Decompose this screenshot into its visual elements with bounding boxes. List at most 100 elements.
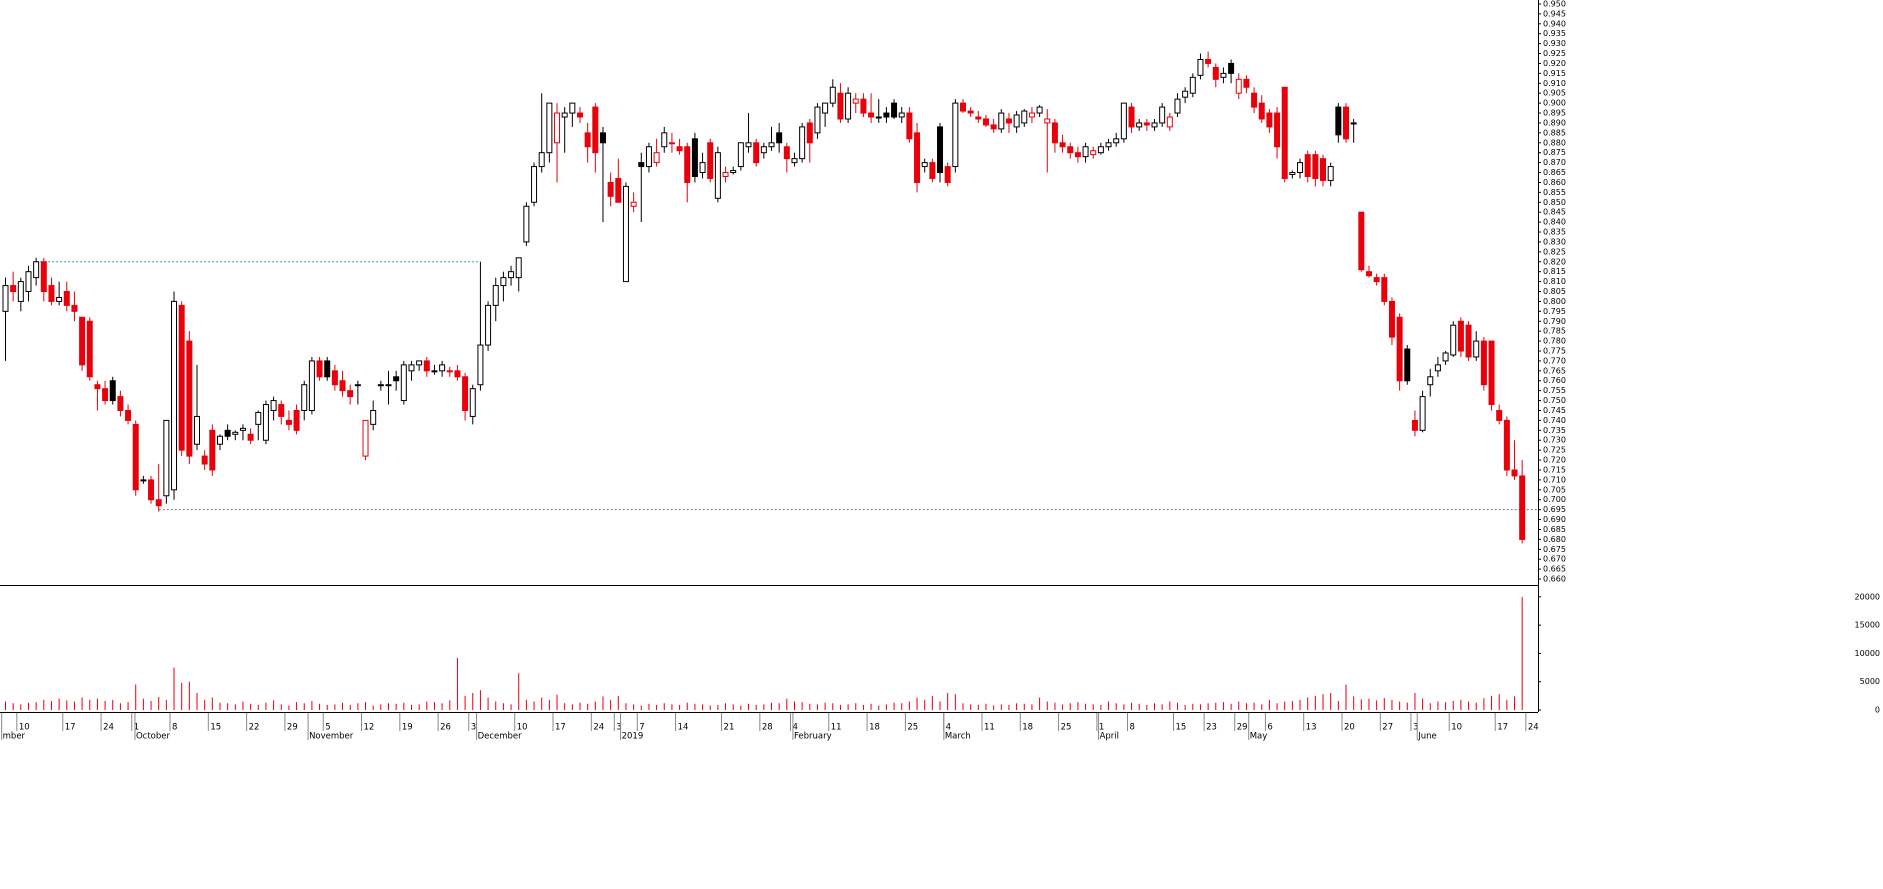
y-tick-label: 0.925 <box>1543 49 1566 58</box>
candle-body <box>1205 58 1212 64</box>
candle-body <box>937 126 944 174</box>
candle-body <box>1297 162 1304 174</box>
candle-body <box>416 360 423 366</box>
candle-body <box>1434 364 1441 372</box>
candle-body <box>868 112 875 118</box>
candle-body <box>1396 316 1403 382</box>
candle-body <box>1174 98 1181 114</box>
candle-body <box>875 116 882 119</box>
x-tick-label: 28 <box>762 723 773 733</box>
x-tick-label: 29 <box>287 723 298 733</box>
y-tick-label: 0.945 <box>1543 9 1566 18</box>
candle-body <box>17 281 24 302</box>
candle-body <box>569 102 576 114</box>
y-tick-label: 0.905 <box>1543 89 1566 98</box>
candle-body <box>630 201 637 207</box>
candle-body <box>1304 154 1311 177</box>
candle-body <box>1388 300 1395 338</box>
x-tick-label: 19 <box>402 723 413 733</box>
candle-body <box>845 92 852 120</box>
candle-body <box>56 296 63 302</box>
candle-body <box>247 433 254 441</box>
x-tick-label: 10 <box>517 723 528 733</box>
candle-body <box>178 304 185 451</box>
candle-body <box>1274 112 1281 148</box>
candle-body <box>768 142 775 148</box>
candle-body <box>1220 72 1227 78</box>
y-tick-label: 0.845 <box>1543 208 1566 217</box>
y-tick-label: 0.730 <box>1543 436 1566 445</box>
y-tick-label: 20000 <box>1855 592 1880 601</box>
candle-body <box>615 177 622 203</box>
candle-body <box>94 384 101 390</box>
y-tick-label: 0.930 <box>1543 39 1566 48</box>
y-tick-label: 0.885 <box>1543 128 1566 137</box>
candle-body <box>760 146 767 154</box>
x-tick-label: 1 <box>134 723 139 733</box>
candle-body <box>492 285 499 306</box>
candle-body <box>837 92 844 120</box>
x-tick-label: 3 <box>471 723 476 733</box>
candle-body <box>293 409 300 431</box>
x-tick-label: 24 <box>1528 723 1539 733</box>
y-tick-label: 0.935 <box>1543 29 1566 38</box>
candle-body <box>1067 146 1074 154</box>
candle-body <box>385 384 392 387</box>
x-tick-label: 3 <box>616 723 621 733</box>
y-tick-label: 0.775 <box>1543 347 1566 356</box>
x-tick-label: 21 <box>724 723 735 733</box>
y-tick-label: 0.835 <box>1543 228 1566 237</box>
candle-body <box>216 435 223 445</box>
candle-body <box>829 86 836 104</box>
x-tick-label: 8 <box>172 723 177 733</box>
y-tick-label: 0.725 <box>1543 446 1566 455</box>
candle-body <box>998 112 1005 130</box>
candle-body <box>944 166 951 183</box>
candle-body <box>814 106 821 134</box>
candle-body <box>599 132 606 144</box>
candle-body <box>554 112 561 144</box>
y-tick-label: 0.670 <box>1543 555 1566 564</box>
candle-body <box>1059 142 1066 148</box>
y-tick-label: 0.950 <box>1543 0 1566 8</box>
candle-body <box>1044 118 1051 124</box>
candle-body <box>699 162 706 174</box>
candle-body <box>668 142 675 145</box>
candle-body <box>239 427 246 431</box>
candle-body <box>1212 66 1219 80</box>
candle-body <box>331 370 338 386</box>
x-tick-label: 29 <box>1237 723 1248 733</box>
y-tick-label: 0.680 <box>1543 535 1566 544</box>
candle-body <box>722 172 729 177</box>
candle-body <box>906 112 913 140</box>
candle-body <box>270 400 277 411</box>
candle-body <box>975 116 982 120</box>
candle-body <box>33 261 40 279</box>
candle-body <box>783 146 790 160</box>
x-tick-label: 4 <box>946 723 951 733</box>
candle-body <box>1197 58 1204 76</box>
candle-body <box>1350 122 1357 125</box>
y-tick-label: 0.675 <box>1543 545 1566 554</box>
candle-body <box>224 429 231 437</box>
candle-body <box>285 419 292 425</box>
x-tick-label: 17 <box>555 723 566 733</box>
y-tick-label: 0.940 <box>1543 19 1566 28</box>
candle-body <box>1358 211 1365 271</box>
y-tick-label: 0.890 <box>1543 118 1566 127</box>
candle-body <box>1090 150 1097 156</box>
candle-body <box>347 390 354 398</box>
x-tick-label: 17 <box>65 723 76 733</box>
x-tick-label: 14 <box>678 723 689 733</box>
candle-body <box>1480 340 1487 386</box>
candle-body <box>71 304 78 312</box>
candle-body <box>1243 78 1250 88</box>
x-tick-label: 8 <box>1130 723 1135 733</box>
candle-body <box>1450 324 1457 356</box>
candle-body <box>508 271 515 279</box>
candle-body <box>691 138 698 177</box>
month-label: May <box>1250 732 1268 742</box>
y-tick-label: 5000 <box>1860 677 1880 686</box>
y-tick-label: 0.785 <box>1543 327 1566 336</box>
